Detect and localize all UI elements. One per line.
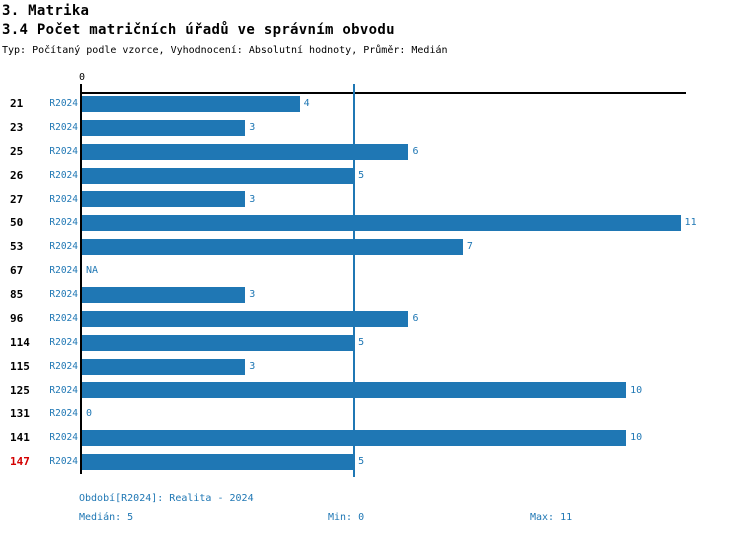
row-category-label: 85 [10, 288, 24, 301]
bar-value-label: 6 [412, 312, 419, 324]
row-period-label: R2024 [49, 408, 78, 420]
indicator-title: 3.4 Počet matričních úřadů ve správním o… [2, 22, 395, 38]
row-category-label: 23 [10, 120, 24, 134]
bar-value-label: 5 [358, 169, 365, 181]
bar [82, 382, 627, 399]
y-axis-line [80, 84, 82, 474]
row-period-label: R2024 [49, 265, 78, 277]
bar-value-label: 7 [466, 241, 473, 253]
bar [82, 334, 355, 351]
chart-row: 147 R2024 5 [0, 450, 750, 474]
bar-value-label: 3 [249, 360, 256, 372]
row-period-label: R2024 [49, 217, 78, 229]
bar-value-label: 3 [249, 121, 256, 133]
median-stat-label: Medián: 5 [79, 512, 134, 523]
axis-zero-tick-label: 0 [78, 72, 86, 83]
row-category-label: 21 [10, 97, 24, 110]
bar-value-label: 5 [358, 456, 365, 468]
row-category-label: 25 [10, 144, 24, 158]
chart-row: 53 R2024 7 [0, 235, 750, 259]
median-reference-line [353, 84, 356, 477]
row-category-label: 26 [10, 168, 24, 182]
bar-value-label: 3 [249, 289, 256, 300]
chart-row: 25 R2024 6 [0, 140, 750, 164]
row-period-label: R2024 [49, 121, 78, 133]
bar-value-label: 10 [630, 384, 643, 396]
bar [82, 215, 681, 232]
chart-row: 114 R2024 5 [0, 331, 750, 355]
chart-row: 115 R2024 3 [0, 355, 750, 379]
chart-row: 26 R2024 5 [0, 164, 750, 188]
bar [82, 95, 300, 112]
bar [82, 430, 627, 447]
bar-value-label: NA [86, 265, 99, 277]
chart-row: 141 R2024 10 [0, 426, 750, 450]
row-category-label: 141 [10, 431, 30, 445]
row-period-label: R2024 [49, 456, 78, 468]
row-category-label: 50 [10, 216, 24, 230]
chart-row: 21 R2024 4 [0, 92, 750, 116]
bar-value-label: 6 [412, 145, 419, 157]
row-category-label: 115 [10, 359, 30, 373]
bar [82, 239, 463, 256]
max-stat-label: Max: 11 [530, 512, 573, 523]
bar [82, 143, 409, 160]
bar [82, 167, 355, 184]
row-period-label: R2024 [49, 360, 78, 372]
chart-row: 67 R2024 NA [0, 259, 750, 283]
row-category-label: 67 [10, 264, 24, 278]
chart-row: 96 R2024 6 [0, 307, 750, 331]
row-period-label: R2024 [49, 384, 78, 396]
bar-value-label: 0 [86, 408, 93, 420]
bar [82, 310, 409, 327]
indicator-meta: Typ: Počítaný podle vzorce, Vyhodnocení:… [2, 45, 448, 56]
bar-value-label: 10 [630, 432, 643, 444]
row-category-label: 53 [10, 240, 24, 254]
row-category-label: 147 [10, 455, 30, 469]
row-category-label: 27 [10, 192, 24, 206]
row-category-label: 96 [10, 311, 24, 325]
bar [82, 286, 246, 303]
chart-row: 27 R2024 3 [0, 188, 750, 212]
row-category-label: 125 [10, 383, 30, 397]
bar-value-label: 4 [303, 98, 310, 109]
chart-row: 85 R2024 3 [0, 283, 750, 307]
chart-row: 50 R2024 11 [0, 211, 750, 235]
bar [82, 119, 246, 136]
row-period-label: R2024 [49, 312, 78, 324]
bar-value-label: 11 [684, 217, 697, 229]
min-stat-label: Min: 0 [328, 512, 365, 523]
row-period-label: R2024 [49, 145, 78, 157]
bar [82, 454, 355, 471]
row-category-label: 114 [10, 335, 30, 349]
bar [82, 191, 246, 208]
row-period-label: R2024 [49, 432, 78, 444]
period-legend: Období[R2024]: Realita - 2024 [79, 493, 254, 504]
bar-value-label: 3 [249, 193, 256, 205]
chart-row: 125 R2024 10 [0, 379, 750, 403]
x-axis-top-line [82, 92, 686, 94]
row-period-label: R2024 [49, 98, 78, 109]
row-period-label: R2024 [49, 289, 78, 300]
chart-row: 23 R2024 3 [0, 116, 750, 140]
report-title: 3. Matrika [2, 3, 90, 19]
row-category-label: 131 [10, 407, 30, 421]
bar [82, 358, 246, 375]
row-period-label: R2024 [49, 336, 78, 348]
row-period-label: R2024 [49, 169, 78, 181]
row-period-label: R2024 [49, 241, 78, 253]
row-period-label: R2024 [49, 193, 78, 205]
chart-row: 131 R2024 0 [0, 402, 750, 426]
bar-value-label: 5 [358, 336, 365, 348]
